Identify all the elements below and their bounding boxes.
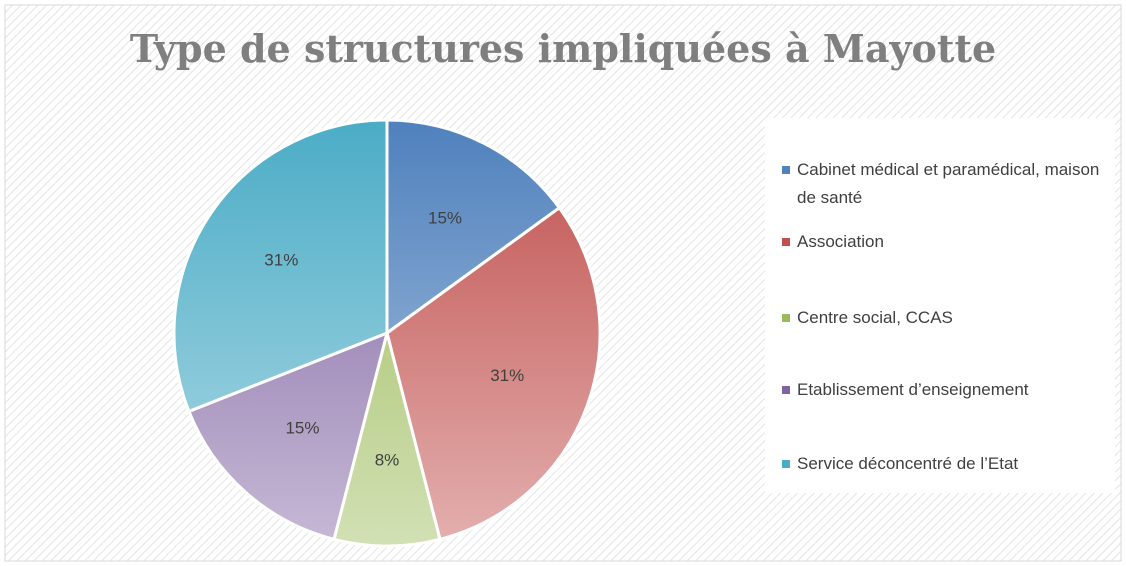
pie-slice (332, 332, 442, 548)
legend-item: Association (770, 228, 1117, 256)
legend-item: Centre social, CCAS (770, 304, 1117, 332)
legend-item: Etablissement d’enseignement (770, 376, 1117, 404)
legend-swatch (782, 386, 790, 394)
legend-background (765, 118, 1115, 493)
data-label: 15% (428, 209, 462, 228)
legend-label: Cabinet médical et paramédical, maison d… (797, 160, 1100, 207)
data-label: 15% (285, 418, 319, 437)
chart-title: Type de structures impliquées à Mayotte (130, 26, 996, 71)
legend-label: Service déconcentré de l’Etat (797, 454, 1019, 473)
legend-item: Cabinet médical et paramédical, maison d… (770, 156, 1117, 212)
legend-swatch (782, 460, 790, 468)
data-label: 31% (264, 251, 298, 270)
legend-label: Etablissement d’enseignement (797, 380, 1029, 399)
pie-slice (385, 118, 562, 336)
legend-swatch (782, 238, 790, 246)
data-label: 31% (490, 366, 524, 385)
pie-slice (172, 118, 389, 414)
data-label: 8% (375, 450, 400, 469)
legend-label: Association (797, 232, 884, 251)
pie-slice (187, 330, 390, 542)
legend-item: Service déconcentré de l’Etat (770, 450, 1117, 478)
pie-slice (385, 205, 602, 542)
legend-label: Centre social, CCAS (797, 308, 953, 327)
legend-swatch (782, 314, 790, 322)
legend-swatch (782, 166, 790, 174)
